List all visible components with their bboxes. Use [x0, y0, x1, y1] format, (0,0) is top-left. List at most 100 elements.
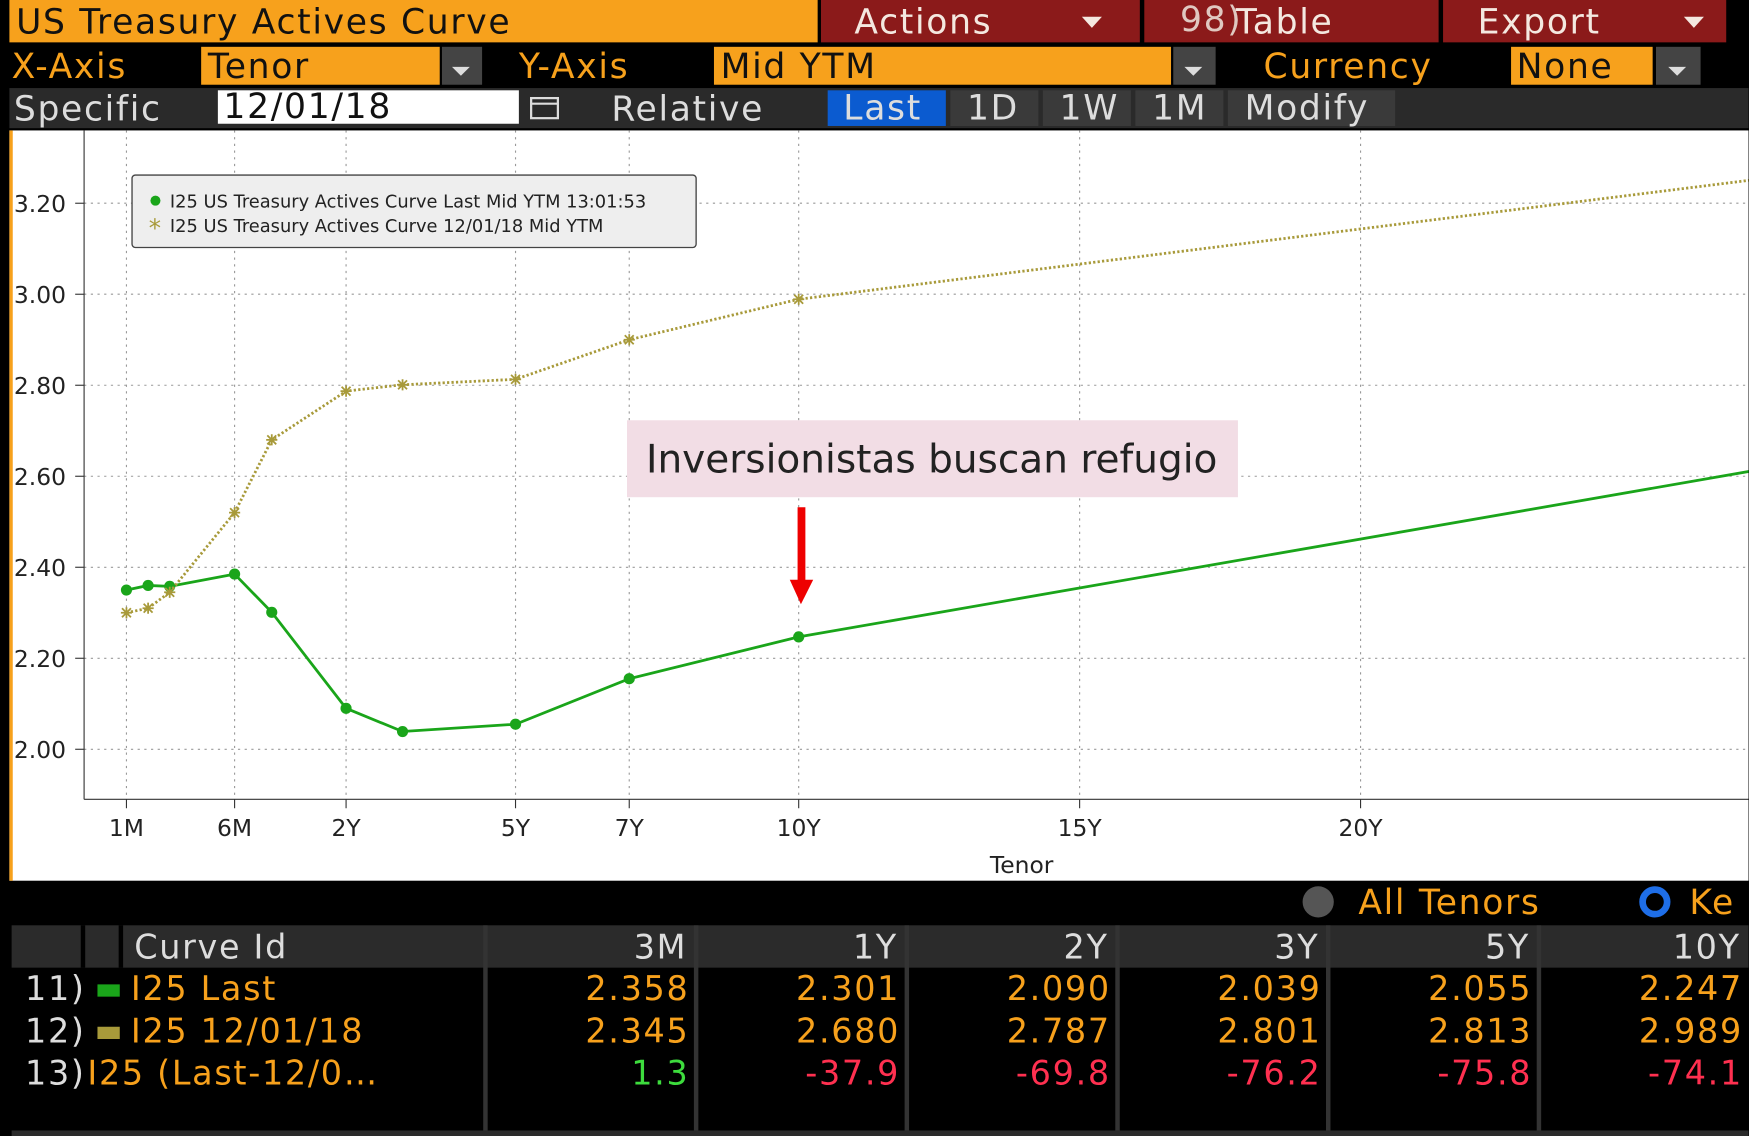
chart: 2.00 2.20 2.40 2.60 2.80 3.00 3.20 1M 6M 2Y 5Y 7Y 10… [14, 130, 1749, 879]
legend-marker [150, 195, 161, 206]
actions-label[interactable]: Actions [854, 2, 992, 42]
x-axis-field[interactable] [201, 46, 440, 85]
dropdown-arrow [1668, 66, 1687, 76]
point [793, 293, 805, 305]
annotation-box [627, 420, 1238, 498]
date-field[interactable] [217, 90, 519, 124]
x-axis-value[interactable]: Tenor [207, 47, 310, 87]
relative-button-label[interactable]: 1W [1060, 88, 1119, 128]
export-button[interactable] [1443, 0, 1727, 43]
table-header: Curve Id [134, 928, 288, 967]
relative-button-label[interactable]: Modify [1245, 88, 1370, 128]
calendar-icon[interactable] [530, 96, 560, 120]
table-button[interactable] [1144, 0, 1439, 43]
table-cell: 2.813 [1428, 1011, 1532, 1050]
dropdown-arrow [451, 66, 470, 76]
header-sep [483, 925, 488, 1136]
table-cell: 2.345 [585, 1011, 689, 1050]
currency-value[interactable]: None [1517, 47, 1614, 87]
currency-field[interactable] [1511, 46, 1653, 85]
table-cell: 2.039 [1217, 969, 1321, 1008]
point [266, 434, 278, 446]
x-axis-label: X-Axis [12, 47, 127, 87]
point [623, 334, 635, 346]
chart-border [9, 130, 13, 881]
table-header-bg [11, 925, 1749, 968]
dropdown[interactable] [441, 46, 483, 85]
point [396, 725, 409, 738]
y-axis-field[interactable] [713, 46, 1172, 85]
header-sep [1536, 925, 1542, 1136]
relative-button[interactable] [1042, 90, 1131, 126]
x-tick-label: 7Y [615, 814, 645, 842]
table-cell: 2.358 [585, 969, 689, 1008]
legend-box [131, 174, 697, 249]
table-cell: 2.055 [1428, 969, 1532, 1008]
point [164, 586, 176, 598]
point [509, 373, 522, 385]
row-number: 12) [25, 1011, 86, 1050]
table-number: 98) [1180, 0, 1242, 40]
radio-on[interactable] [1639, 886, 1671, 918]
table-cell: -74.1 [1648, 1054, 1743, 1093]
table-cell: 2.989 [1639, 1011, 1743, 1050]
table-cell: 2.787 [1007, 1011, 1111, 1050]
chart-area [9, 130, 1749, 881]
relative-button-label[interactable]: 1D [967, 88, 1019, 128]
row-number: 13) [25, 1054, 86, 1093]
y-tick-label: 2.60 [14, 463, 66, 491]
y-axis-value[interactable]: Mid YTM [721, 47, 877, 87]
relative-button-label[interactable]: 1M [1152, 88, 1207, 128]
header-sep [904, 925, 910, 1136]
y-axis-label: Y-Axis [518, 47, 629, 87]
relative-label: Relative [611, 89, 764, 129]
x-tick-label: 2Y [331, 814, 361, 842]
arrow-shaft [797, 507, 806, 581]
x-tick-label: 20Y [1339, 814, 1384, 842]
header-sep [1115, 925, 1120, 1136]
point [509, 718, 522, 730]
table-cell: -37.9 [805, 1054, 900, 1093]
date-value[interactable]: 12/01/18 [223, 87, 392, 127]
table-header: 5Y [1485, 928, 1530, 967]
row-swatch [97, 984, 120, 997]
dropdown-arrow [1683, 16, 1704, 28]
y-tick-label: 2.40 [14, 554, 66, 582]
export-label[interactable]: Export [1478, 2, 1601, 42]
title-bar [9, 0, 818, 43]
point [623, 673, 635, 685]
relative-button-label[interactable]: Last [843, 88, 922, 128]
all-tenors[interactable]: All Tenors [1358, 883, 1540, 923]
relative-buttons: Last 1D 1W 1M Modify [827, 88, 1396, 128]
x-tick-label: 15Y [1058, 814, 1103, 842]
relative-button[interactable] [950, 90, 1039, 126]
dropdown[interactable] [1173, 46, 1216, 85]
header-sep [1326, 925, 1331, 1136]
table-header: 10Y [1673, 928, 1741, 967]
dropdown[interactable] [1655, 46, 1701, 85]
table-header: 3Y [1274, 928, 1319, 967]
key-tenors[interactable]: Ke [1689, 883, 1735, 923]
point [120, 607, 133, 619]
point [340, 385, 352, 397]
relative-button[interactable] [1135, 90, 1224, 126]
header-sep [693, 925, 699, 1136]
table-cell: 1.3 [631, 1054, 689, 1093]
table-header: 2Y [1064, 928, 1109, 967]
row-label: I25 12/01/18 [131, 1011, 364, 1050]
table-cell: 2.680 [796, 1011, 900, 1050]
row-label: I25 (Last-12/0… [87, 1054, 378, 1093]
dropdown-arrow [1081, 16, 1102, 28]
relative-button[interactable] [1227, 90, 1396, 126]
radio-off[interactable] [1302, 886, 1334, 918]
x-tick-label: 1M [109, 814, 144, 842]
point [266, 606, 278, 618]
table-cell: 2.247 [1639, 969, 1743, 1008]
relative-button[interactable] [827, 90, 946, 126]
y-tick-label: 2.00 [14, 736, 66, 764]
table-header: 3M [634, 928, 687, 967]
table-label[interactable]: Table [1235, 2, 1334, 42]
legend-label: I25 US Treasury Actives Curve 12/01/18 M… [170, 216, 603, 237]
